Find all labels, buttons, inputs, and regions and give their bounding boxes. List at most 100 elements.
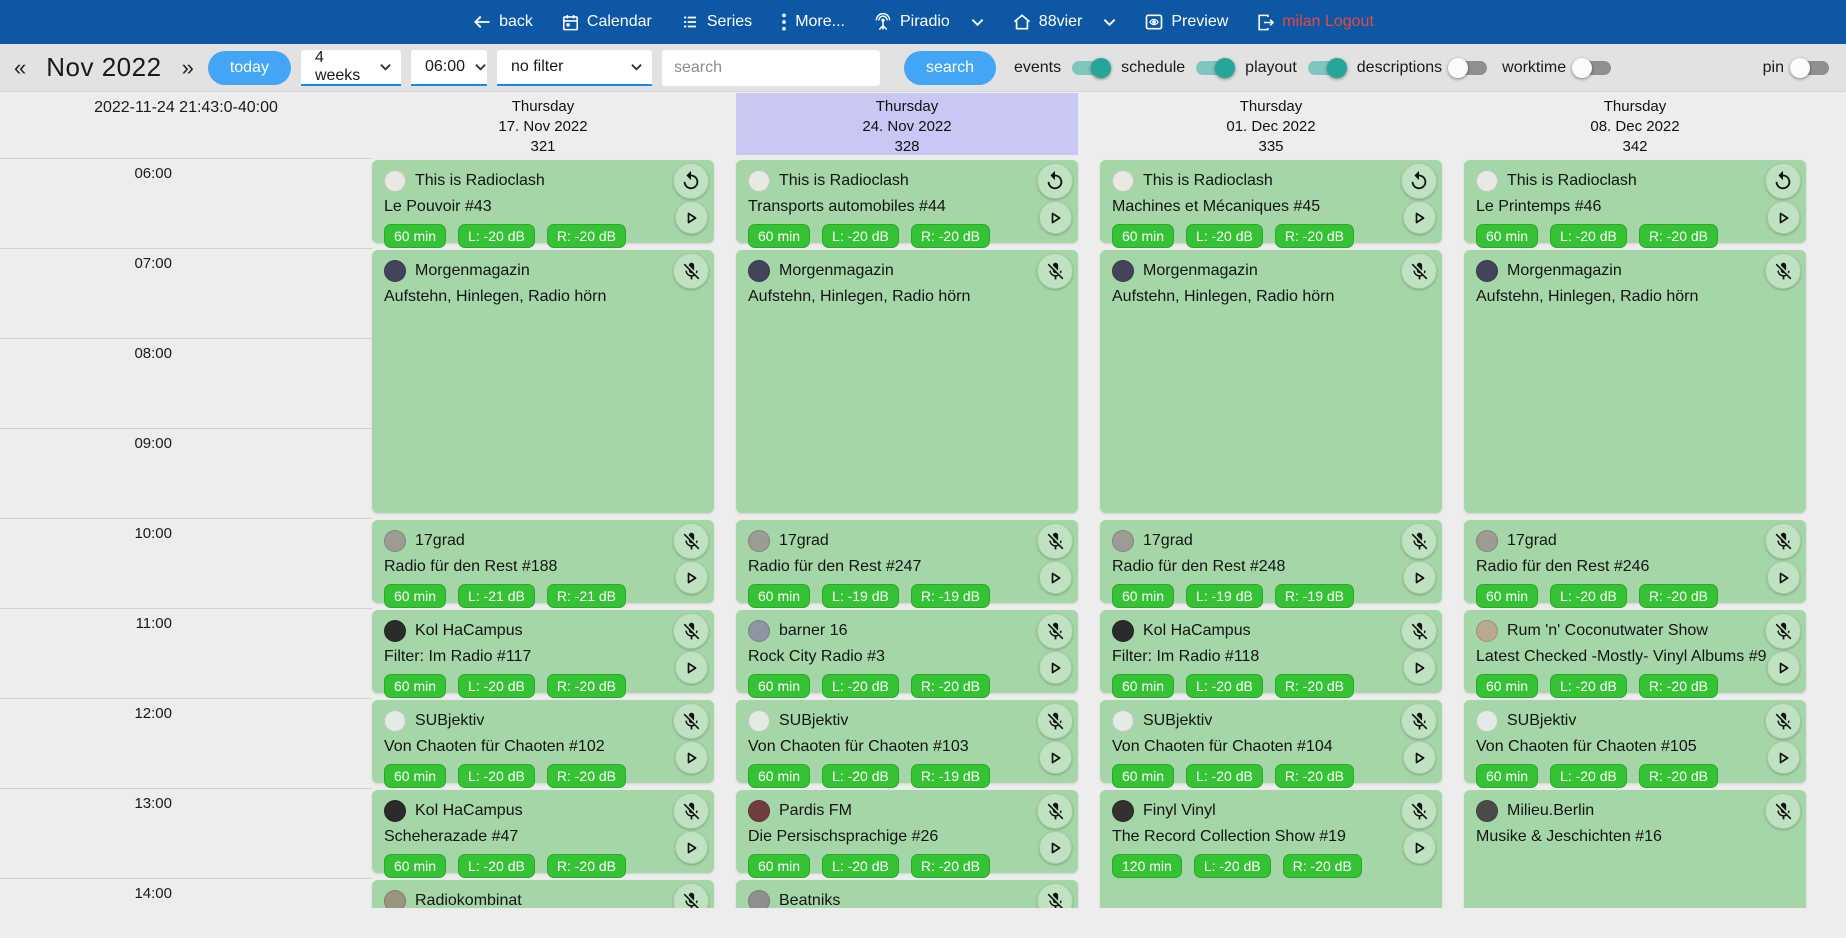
replay-button[interactable] xyxy=(1037,163,1073,199)
mic-off-icon[interactable] xyxy=(673,613,709,649)
play-button[interactable] xyxy=(675,561,708,594)
play-button[interactable] xyxy=(1403,831,1436,864)
today-button[interactable]: today xyxy=(208,51,291,85)
toggle-pin[interactable] xyxy=(1788,55,1836,81)
event-card[interactable]: barner 16 Rock City Radio #3 60 minL: -2… xyxy=(736,610,1078,693)
replay-button[interactable] xyxy=(1401,163,1437,199)
event-card[interactable]: This is Radioclash Machines et Mécanique… xyxy=(1100,160,1442,243)
event-card[interactable]: Kol HaCampus Filter: Im Radio #118 60 mi… xyxy=(1100,610,1442,693)
play-button[interactable] xyxy=(675,741,708,774)
event-card[interactable]: 17grad Radio für den Rest #248 60 minL: … xyxy=(1100,520,1442,603)
event-card[interactable]: This is Radioclash Le Printemps #46 60 m… xyxy=(1464,160,1806,243)
mic-off-icon[interactable] xyxy=(1765,703,1801,739)
mic-off-icon[interactable] xyxy=(1037,253,1073,289)
range-select[interactable]: 4 weeks xyxy=(301,50,401,86)
event-card[interactable]: Pardis FM Die Persischsprachige #26 60 m… xyxy=(736,790,1078,873)
logout-button[interactable]: milan Logout xyxy=(1256,13,1374,32)
play-button[interactable] xyxy=(1767,201,1800,234)
event-card[interactable]: Finyl Vinyl The Record Collection Show #… xyxy=(1100,790,1442,908)
nav-item-preview[interactable]: Preview xyxy=(1144,12,1228,32)
event-card[interactable]: Kol HaCampus Filter: Im Radio #117 60 mi… xyxy=(372,610,714,693)
replay-button[interactable] xyxy=(1765,163,1801,199)
toggle-events[interactable] xyxy=(1065,55,1113,81)
nav-item-back[interactable]: back xyxy=(472,12,533,32)
mic-off-icon[interactable] xyxy=(1765,253,1801,289)
play-button[interactable] xyxy=(1403,561,1436,594)
mic-off-icon[interactable] xyxy=(673,883,709,908)
toggle-label-events: events xyxy=(1014,59,1061,77)
mic-off-icon[interactable] xyxy=(1037,793,1073,829)
search-button[interactable]: search xyxy=(904,51,996,85)
next-month-button[interactable]: » xyxy=(178,55,198,81)
antenna-icon xyxy=(873,12,893,32)
nav-item-88vier[interactable]: 88vier xyxy=(1012,12,1117,32)
hour-label: 13:00 xyxy=(52,795,172,812)
event-card[interactable]: Milieu.Berlin Musike & Jeschichten #16 xyxy=(1464,790,1806,908)
play-button[interactable] xyxy=(1039,561,1072,594)
mic-off-icon[interactable] xyxy=(1765,613,1801,649)
start-time-select[interactable]: 06:00 xyxy=(411,50,487,86)
event-card[interactable]: Beatniks xyxy=(736,880,1078,908)
play-button[interactable] xyxy=(675,651,708,684)
event-card[interactable]: Rum 'n' Coconutwater Show Latest Checked… xyxy=(1464,610,1806,693)
play-button[interactable] xyxy=(1039,741,1072,774)
event-card[interactable]: Morgenmagazin Aufstehn, Hinlegen, Radio … xyxy=(1100,250,1442,513)
mic-off-icon[interactable] xyxy=(673,253,709,289)
nav-item-more-[interactable]: More... xyxy=(780,12,845,32)
event-card[interactable]: SUBjektiv Von Chaoten für Chaoten #103 6… xyxy=(736,700,1078,783)
mic-off-icon[interactable] xyxy=(1037,523,1073,559)
event-card[interactable]: Morgenmagazin Aufstehn, Hinlegen, Radio … xyxy=(1464,250,1806,513)
mic-off-icon[interactable] xyxy=(1401,703,1437,739)
play-button[interactable] xyxy=(675,831,708,864)
event-card[interactable]: Morgenmagazin Aufstehn, Hinlegen, Radio … xyxy=(736,250,1078,513)
mic-off-icon[interactable] xyxy=(1037,883,1073,908)
event-card[interactable]: 17grad Radio für den Rest #247 60 minL: … xyxy=(736,520,1078,603)
event-card[interactable]: SUBjektiv Von Chaoten für Chaoten #105 6… xyxy=(1464,700,1806,783)
event-card[interactable]: This is Radioclash Le Pouvoir #43 60 min… xyxy=(372,160,714,243)
search-input[interactable] xyxy=(662,50,880,86)
toggle-playout[interactable] xyxy=(1301,55,1349,81)
event-card[interactable]: This is Radioclash Transports automobile… xyxy=(736,160,1078,243)
nav-item-series[interactable]: Series xyxy=(680,13,752,31)
mic-off-icon[interactable] xyxy=(673,703,709,739)
replay-button[interactable] xyxy=(673,163,709,199)
event-card[interactable]: Radiokombinat xyxy=(372,880,714,908)
mic-off-icon[interactable] xyxy=(1401,613,1437,649)
mic-off-icon[interactable] xyxy=(673,523,709,559)
play-button[interactable] xyxy=(1039,201,1072,234)
event-card[interactable]: Morgenmagazin Aufstehn, Hinlegen, Radio … xyxy=(372,250,714,513)
play-button[interactable] xyxy=(1403,651,1436,684)
play-button[interactable] xyxy=(1039,831,1072,864)
event-card[interactable]: SUBjektiv Von Chaoten für Chaoten #102 6… xyxy=(372,700,714,783)
event-card[interactable]: 17grad Radio für den Rest #188 60 minL: … xyxy=(372,520,714,603)
play-button[interactable] xyxy=(1039,651,1072,684)
mic-off-icon[interactable] xyxy=(1401,793,1437,829)
chevron-down-icon[interactable] xyxy=(1103,18,1116,27)
mic-off-icon[interactable] xyxy=(1401,253,1437,289)
play-button[interactable] xyxy=(1403,201,1436,234)
mic-off-icon[interactable] xyxy=(1765,793,1801,829)
filter-select[interactable]: no filter xyxy=(497,50,652,86)
event-card[interactable]: Kol HaCampus Scheherazade #47 60 minL: -… xyxy=(372,790,714,873)
toggle-worktime[interactable] xyxy=(1570,55,1618,81)
play-button[interactable] xyxy=(675,201,708,234)
nav-item-calendar[interactable]: Calendar xyxy=(561,13,652,32)
show-avatar xyxy=(1112,710,1134,732)
play-button[interactable] xyxy=(1767,651,1800,684)
toggle-descriptions[interactable] xyxy=(1446,55,1494,81)
event-card[interactable]: SUBjektiv Von Chaoten für Chaoten #104 6… xyxy=(1100,700,1442,783)
chevron-down-icon[interactable] xyxy=(971,18,984,27)
mic-off-icon[interactable] xyxy=(1765,523,1801,559)
play-button[interactable] xyxy=(1767,561,1800,594)
mic-off-icon[interactable] xyxy=(1401,523,1437,559)
episode-title: Le Printemps #46 xyxy=(1476,198,1794,216)
nav-item-piradio[interactable]: Piradio xyxy=(873,12,984,32)
mic-off-icon[interactable] xyxy=(1037,703,1073,739)
event-card[interactable]: 17grad Radio für den Rest #246 60 minL: … xyxy=(1464,520,1806,603)
prev-month-button[interactable]: « xyxy=(10,55,30,81)
toggle-schedule[interactable] xyxy=(1189,55,1237,81)
mic-off-icon[interactable] xyxy=(1037,613,1073,649)
mic-off-icon[interactable] xyxy=(673,793,709,829)
play-button[interactable] xyxy=(1403,741,1436,774)
play-button[interactable] xyxy=(1767,741,1800,774)
